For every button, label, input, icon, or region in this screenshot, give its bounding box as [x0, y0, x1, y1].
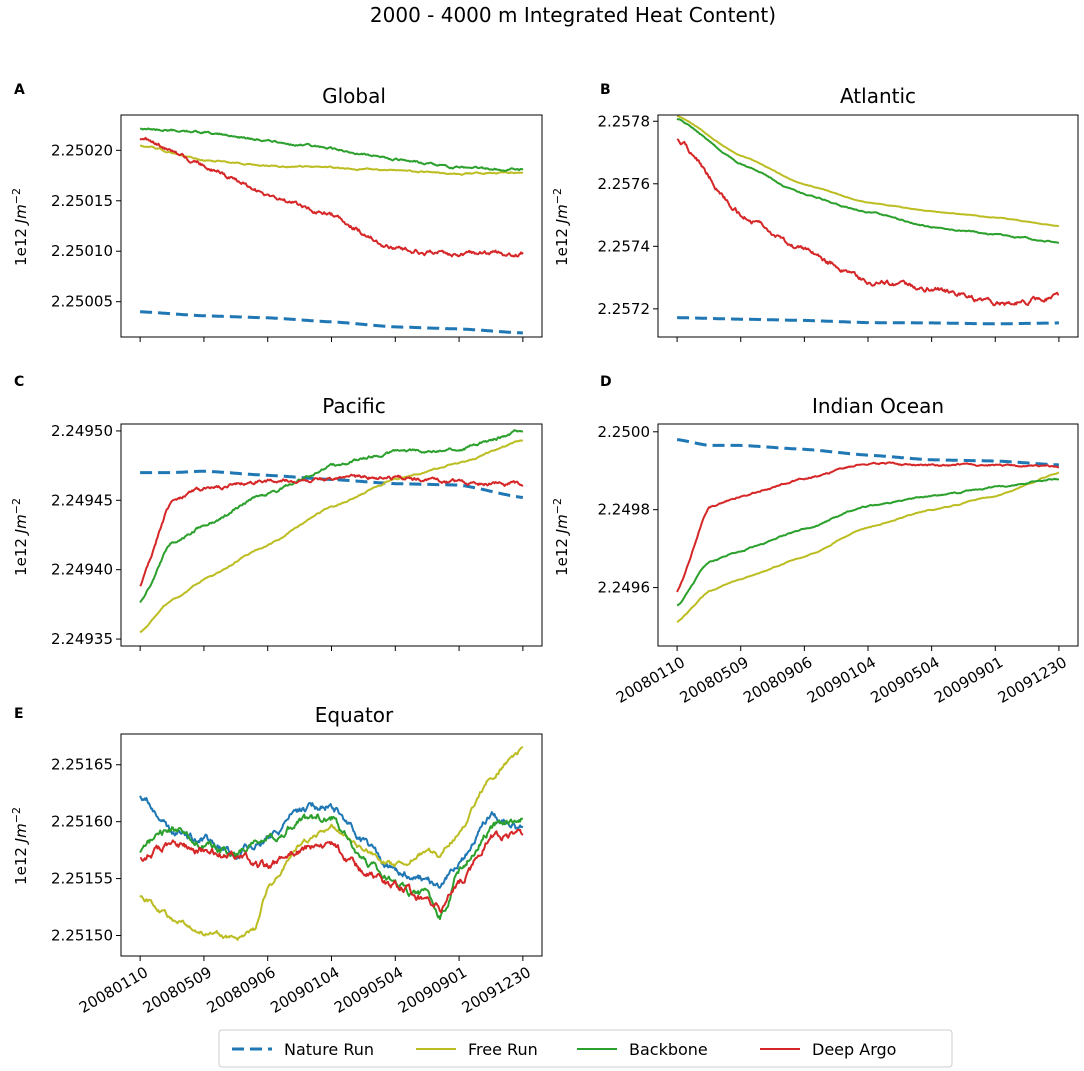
panel-pacific: C Pacific 1e12 Jm−2 2.24935 2.24940 2.2494…: [10, 374, 543, 651]
series-line-deep-argo-global: [139, 136, 524, 258]
series-line-backbone-atlantic: [676, 117, 1060, 244]
legend-label-free-run: Free Run: [468, 1040, 538, 1059]
y-axis-label-pacific: 1e12 Jm−2: [10, 498, 30, 576]
y-tick-label-equator: 2.25150: [51, 927, 113, 945]
series-line-free-run-equator: [139, 745, 524, 941]
series-line-free-run-indian-ocean: [676, 471, 1060, 624]
x-tick-label-equator: 20090104: [267, 963, 342, 1017]
axes-frame-global: [120, 114, 543, 338]
series-line-free-run-atlantic: [676, 115, 1059, 227]
y-tick-label-indian-ocean: 2.2500: [598, 423, 651, 441]
x-tick-label-indian-ocean: 20090504: [868, 653, 943, 707]
series-line-free-run-global: [139, 144, 524, 176]
plot-pacific: 2.24935 2.24940 2.24945 2.24950: [51, 422, 524, 651]
plot-indian-ocean: 2.2496 2.2498 2.2500 2008011020080509200809…: [598, 423, 1070, 707]
y-tick-label-atlantic: 2.2574: [598, 237, 651, 255]
plot-global: 2.25005 2.25010 2.25015 2.25020: [51, 127, 524, 342]
x-tick-label-indian-ocean: 20090901: [931, 653, 1006, 707]
y-tick-label-pacific: 2.24945: [51, 491, 113, 509]
y-tick-label-pacific: 2.24940: [51, 561, 113, 579]
panel-indian-ocean: D Indian Ocean 1e12 Jm−2 2.24962.24982.2…: [551, 374, 1079, 707]
legend: Nature Run Free Run Backbone Deep Argo: [218, 1029, 953, 1068]
y-axis-label-global: 1e12 Jm−2: [10, 188, 30, 266]
y-tick-label-indian-ocean: 2.2496: [598, 579, 651, 597]
panel-label-b: B: [600, 82, 611, 98]
x-tick-label-indian-ocean: 20090104: [804, 653, 879, 707]
panel-title-indian-ocean: Indian Ocean: [812, 394, 944, 418]
series-line-deep-argo-pacific: [139, 473, 524, 587]
y-tick-label-equator: 2.25160: [51, 813, 113, 831]
panel-title-atlantic: Atlantic: [840, 84, 916, 108]
y-tick-label-pacific: 2.24950: [51, 422, 113, 440]
y-tick-label-global: 2.25005: [51, 293, 113, 311]
y-axis-label-atlantic: 1e12 Jm−2: [551, 188, 571, 266]
series-line-backbone-global: [139, 127, 524, 172]
x-tick-label-equator: 20080906: [204, 963, 279, 1017]
legend-label-nature-run: Nature Run: [284, 1040, 374, 1059]
axes-frame-indian-ocean: [657, 423, 1079, 647]
panel-title-pacific: Pacific: [322, 394, 386, 418]
series-line-backbone-pacific: [139, 429, 524, 604]
series-line-deep-argo-equator: [139, 828, 524, 914]
series-line-nature-run-global: [139, 310, 524, 335]
series-line-deep-argo-atlantic: [676, 138, 1060, 307]
panel-atlantic: B Atlantic 1e12 Jm−2 2.25722.25742.25762…: [551, 82, 1079, 342]
series-line-nature-run-atlantic: [676, 316, 1060, 326]
panel-global: A Global 1e12 Jm−2 2.25005 2.25010 2.25015…: [10, 82, 543, 342]
y-tick-label-equator: 2.25155: [51, 870, 113, 888]
x-tick-label-indian-ocean: 20091230: [995, 653, 1070, 707]
panel-label-c: C: [14, 374, 24, 390]
x-tick-label-equator: 20091230: [459, 963, 534, 1017]
y-axis-label-equator: 1e12 Jm−2: [10, 807, 30, 885]
legend-label-backbone: Backbone: [629, 1040, 708, 1059]
x-tick-label-indian-ocean: 20080906: [740, 653, 815, 707]
x-tick-label-equator: 20080110: [76, 963, 151, 1017]
series-line-deep-argo-indian-ocean: [676, 461, 1060, 593]
axes-frame-equator: [120, 733, 543, 957]
series-line-nature-run-equator: [139, 795, 524, 889]
axes-frame-atlantic: [657, 114, 1079, 338]
panel-label-d: D: [600, 374, 612, 390]
series-line-backbone-equator: [139, 813, 524, 921]
y-tick-label-pacific: 2.24935: [51, 630, 113, 648]
y-tick-label-indian-ocean: 2.2498: [598, 501, 651, 519]
series-line-backbone-indian-ocean: [676, 477, 1060, 607]
panel-title-equator: Equator: [315, 703, 394, 727]
series-line-free-run-pacific: [139, 439, 523, 634]
panel-label-e: E: [14, 706, 24, 722]
y-tick-label-atlantic: 2.2572: [598, 300, 651, 318]
figure-title: 2000 - 4000 m Integrated Heat Content): [370, 3, 776, 27]
x-tick-label-indian-ocean: 20080110: [613, 653, 688, 707]
series-line-nature-run-indian-ocean: [676, 438, 1060, 467]
panel-label-a: A: [14, 82, 25, 98]
y-tick-label-global: 2.25020: [51, 141, 113, 159]
y-tick-label-atlantic: 2.2578: [598, 112, 651, 130]
x-tick-label-equator: 20080509: [140, 963, 215, 1017]
y-tick-label-global: 2.25015: [51, 192, 113, 210]
panel-equator: E Equator 1e12 Jm−2 2.25150 2.25155 2.2516…: [10, 703, 543, 1017]
x-tick-label-equator: 20090504: [331, 963, 406, 1017]
plot-atlantic: 2.2572 2.2574 2.2576 2.2578: [598, 112, 1060, 342]
axes-frame-pacific: [120, 423, 543, 647]
plot-equator: 2.251502.251552.251602.25165200801102008…: [51, 745, 534, 1017]
y-tick-label-global: 2.25010: [51, 242, 113, 260]
x-tick-label-indian-ocean: 20080509: [677, 653, 752, 707]
y-tick-label-atlantic: 2.2576: [598, 175, 651, 193]
panel-title-global: Global: [322, 84, 386, 108]
legend-label-deep-argo: Deep Argo: [812, 1040, 896, 1059]
y-tick-label-equator: 2.25165: [51, 756, 113, 774]
x-tick-label-equator: 20090901: [395, 963, 470, 1017]
y-axis-label-indian-ocean: 1e12 Jm−2: [551, 498, 571, 576]
